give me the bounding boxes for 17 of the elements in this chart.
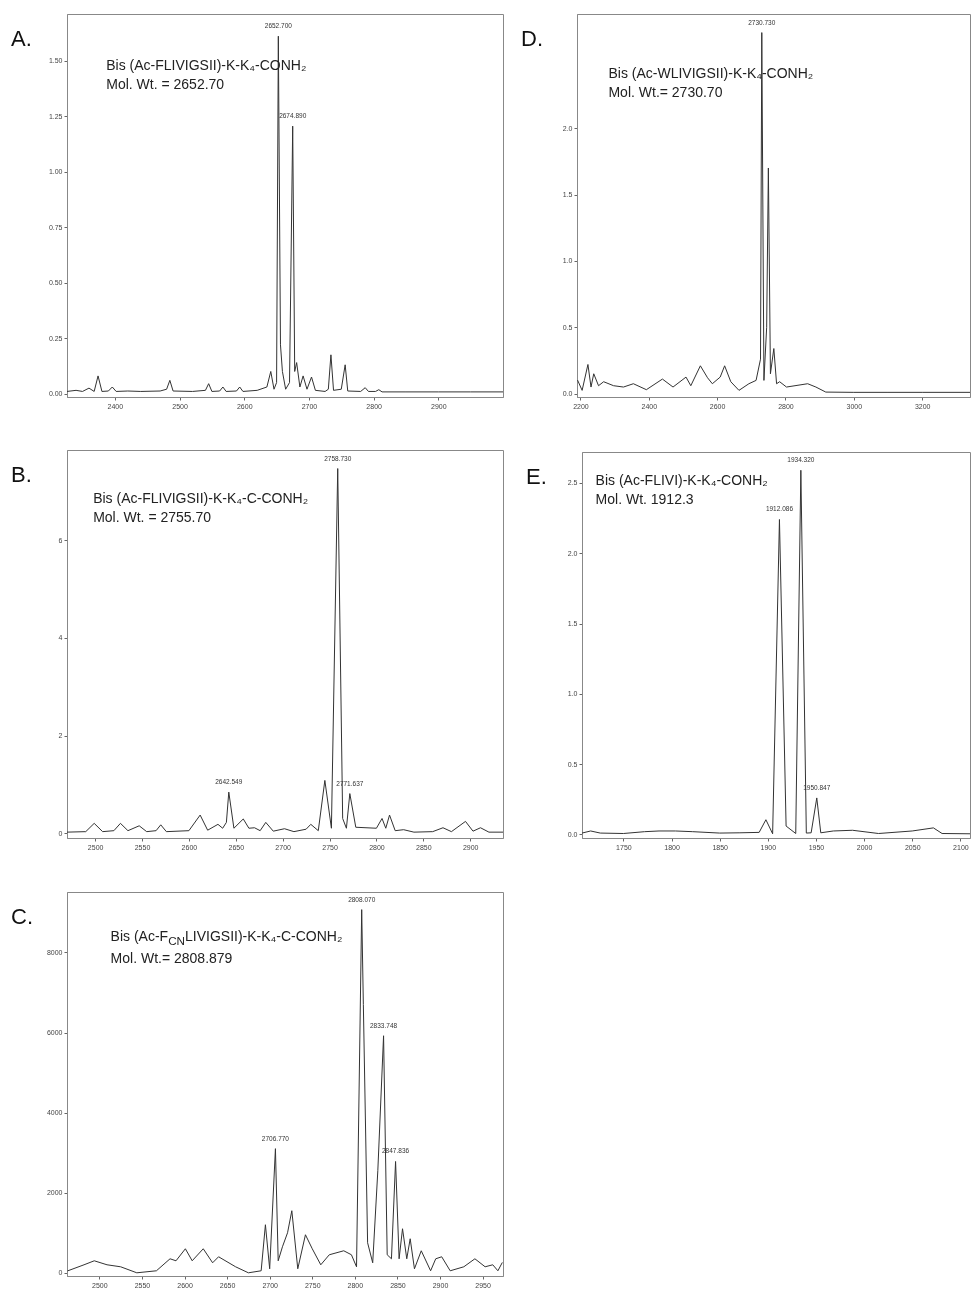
annotation: Mol. Wt.= 2808.879	[110, 949, 234, 969]
annotation: Bis (Ac-F$_{CN}$LIVIGSII)-K-K₄-C-CONH₂	[110, 926, 343, 949]
annotation: Mol. Wt. = 2755.70	[93, 507, 213, 527]
line-series	[67, 468, 503, 833]
text: B.	[11, 462, 32, 488]
text: E.	[526, 464, 547, 490]
annotation: Mol. Wt. = 2652.70	[106, 75, 226, 95]
line-series	[582, 469, 970, 835]
text: D.	[521, 26, 543, 52]
annotation: Mol. Wt.= 2730.70	[608, 82, 724, 102]
annotation: Bis (Ac-FLIVI)-K-K₄-CONH₂	[595, 471, 768, 491]
text: A.	[11, 26, 32, 52]
line-series	[577, 32, 970, 393]
line-series	[67, 35, 503, 393]
annotation: Mol. Wt. 1912.3	[595, 490, 695, 510]
text: C.	[11, 904, 33, 930]
annotation: Bis (Ac-FLIVIGSII)-K-K₄-C-CONH₂	[93, 488, 309, 508]
